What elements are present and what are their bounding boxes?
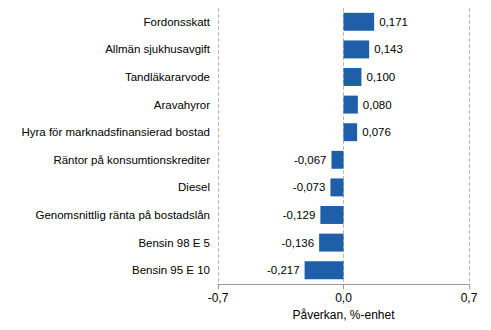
svg-text:Räntor på konsumtionskrediter: Räntor på konsumtionskrediter <box>53 154 210 166</box>
svg-text:-0,7: -0,7 <box>208 291 229 305</box>
svg-text:Hyra för marknadsfinansierad b: Hyra för marknadsfinansierad bostad <box>21 126 210 138</box>
svg-text:0,0: 0,0 <box>335 291 352 305</box>
svg-text:-0,136: -0,136 <box>282 237 315 249</box>
svg-text:0,076: 0,076 <box>362 126 391 138</box>
svg-text:0,100: 0,100 <box>366 71 395 83</box>
svg-text:0,171: 0,171 <box>379 16 408 28</box>
svg-text:0,143: 0,143 <box>374 43 403 55</box>
svg-text:0,080: 0,080 <box>363 99 392 111</box>
svg-text:-0,217: -0,217 <box>267 264 300 276</box>
svg-text:-0,073: -0,073 <box>293 181 326 193</box>
svg-text:Aravahyror: Aravahyror <box>154 99 210 111</box>
svg-text:-0,067: -0,067 <box>294 154 327 166</box>
svg-text:Påverkan, %-enhet: Påverkan, %-enhet <box>292 308 395 322</box>
svg-text:Genomsnittlig ränta på bostads: Genomsnittlig ränta på bostadslån <box>35 209 210 221</box>
svg-text:Bensin 95 E 10: Bensin 95 E 10 <box>132 264 210 276</box>
svg-text:Tandläkararvode: Tandläkararvode <box>125 71 210 83</box>
svg-text:Fordonsskatt: Fordonsskatt <box>144 16 211 28</box>
svg-text:Bensin 98 E 5: Bensin 98 E 5 <box>138 237 210 249</box>
svg-text:0,7: 0,7 <box>461 291 478 305</box>
svg-text:Diesel: Diesel <box>178 181 210 193</box>
svg-text:Allmän sjukhusavgift: Allmän sjukhusavgift <box>105 43 211 55</box>
svg-text:-0,129: -0,129 <box>283 209 316 221</box>
